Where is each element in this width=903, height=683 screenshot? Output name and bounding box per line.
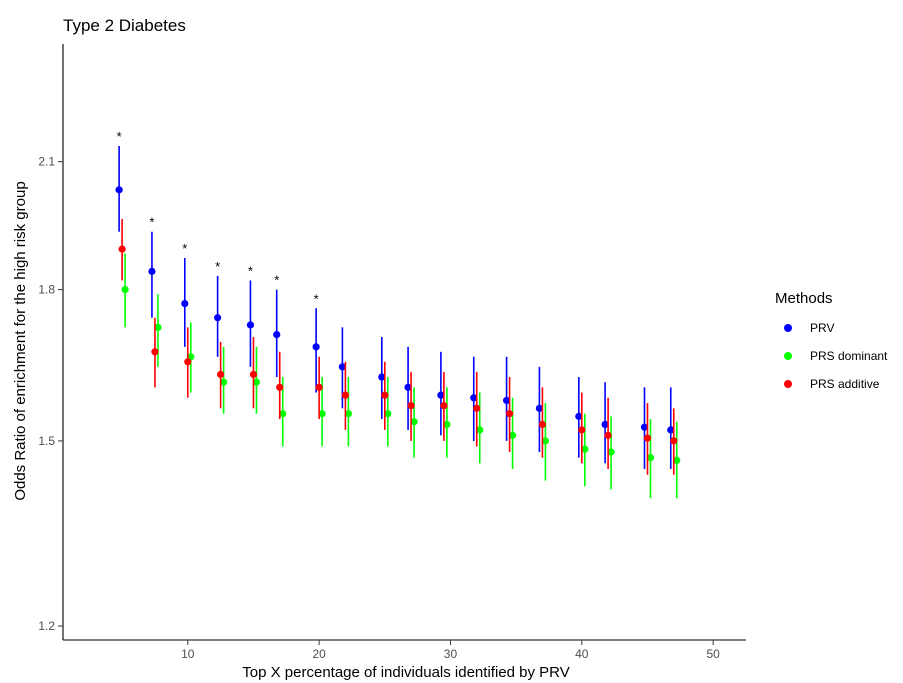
data-point <box>581 445 589 453</box>
data-point <box>476 426 484 434</box>
legend-key <box>784 352 792 360</box>
plot-area: 10 20 30 40 50 1.2 1.5 1.8 2.1 * * * * * * * <box>38 44 746 661</box>
x-axis-ticks: 10 20 30 40 50 <box>181 640 720 661</box>
data-point <box>246 321 255 329</box>
x-axis-title: Top X percentage of individuals identifi… <box>242 664 569 681</box>
y-tick-label-2: 1.8 <box>38 283 55 297</box>
legend-items: PRV PRS dominant PRS additive <box>784 321 888 391</box>
data-point <box>470 394 478 402</box>
x-tick-label-30: 30 <box>444 647 458 661</box>
legend-key <box>784 380 792 388</box>
data-point <box>381 391 389 399</box>
legend-key <box>784 324 792 332</box>
y-axis-ticks: 1.2 1.5 1.8 2.1 <box>38 155 63 633</box>
y-axis-title: Odds Ratio of enrichment for the high ri… <box>12 181 29 500</box>
legend: Methods PRV PRS dominant PRS additive <box>775 290 888 391</box>
data-point <box>184 358 192 366</box>
significance-star: * <box>117 129 122 144</box>
significance-star: * <box>274 273 279 288</box>
significance-star: * <box>215 259 220 274</box>
data-point <box>601 420 609 429</box>
data-point <box>437 391 445 399</box>
data-point <box>338 363 346 371</box>
data-point <box>670 437 678 445</box>
x-tick-label-40: 40 <box>575 647 589 661</box>
y-tick-label-3: 2.1 <box>38 155 55 169</box>
data-point <box>151 348 159 356</box>
chart-title: Type 2 Diabetes <box>63 16 186 35</box>
data-point <box>646 454 655 462</box>
legend-label: PRS dominant <box>810 349 888 363</box>
series-prs-dominant <box>121 253 681 499</box>
legend-title: Methods <box>775 290 833 307</box>
data-point <box>607 448 615 456</box>
series-prv <box>115 146 675 470</box>
y-tick-label-0: 1.2 <box>38 619 55 633</box>
data-point <box>440 402 448 410</box>
data-point <box>279 410 287 418</box>
significance-annotations: * * * * * * * <box>117 129 319 306</box>
data-point <box>220 378 228 386</box>
data-point <box>181 299 189 308</box>
data-point <box>575 412 583 420</box>
data-point <box>604 431 612 439</box>
data-point <box>640 423 649 431</box>
data-point <box>121 286 129 294</box>
data-point <box>673 456 681 465</box>
data-point <box>541 437 550 445</box>
legend-label: PRV <box>810 321 834 335</box>
data-point <box>148 267 156 275</box>
data-point <box>538 420 547 429</box>
series-prs-additive <box>118 218 678 475</box>
data-point <box>344 410 352 418</box>
data-point <box>505 410 514 418</box>
significance-star: * <box>314 291 319 306</box>
data-point <box>118 245 126 253</box>
y-tick-label-1: 1.5 <box>38 434 55 448</box>
data-point <box>473 404 481 412</box>
data-point <box>384 410 392 418</box>
x-tick-label-20: 20 <box>312 647 326 661</box>
significance-star: * <box>248 263 253 278</box>
data-point <box>276 383 284 391</box>
x-tick-label-10: 10 <box>181 647 195 661</box>
data-point <box>315 383 323 391</box>
data-point <box>643 434 652 442</box>
data-point <box>115 186 123 194</box>
data-point <box>318 410 326 418</box>
data-point <box>214 314 222 322</box>
data-point <box>667 426 675 434</box>
data-point <box>154 323 162 331</box>
data-point <box>407 402 415 410</box>
data-point <box>378 373 386 381</box>
data-point <box>502 396 511 405</box>
data-point <box>252 378 261 386</box>
data-point <box>249 370 258 379</box>
data-point <box>508 431 517 439</box>
data-point <box>443 420 451 429</box>
data-point <box>341 391 349 399</box>
data-point <box>404 383 412 391</box>
data-point <box>535 404 544 412</box>
legend-label: PRS additive <box>810 377 880 391</box>
significance-star: * <box>182 241 187 256</box>
data-point <box>312 343 320 351</box>
x-tick-label-50: 50 <box>706 647 720 661</box>
data-point <box>273 330 281 339</box>
data-point <box>410 418 418 426</box>
data-point <box>217 370 225 379</box>
data-point <box>578 426 586 434</box>
significance-star: * <box>149 215 154 230</box>
data-marks <box>115 146 681 499</box>
